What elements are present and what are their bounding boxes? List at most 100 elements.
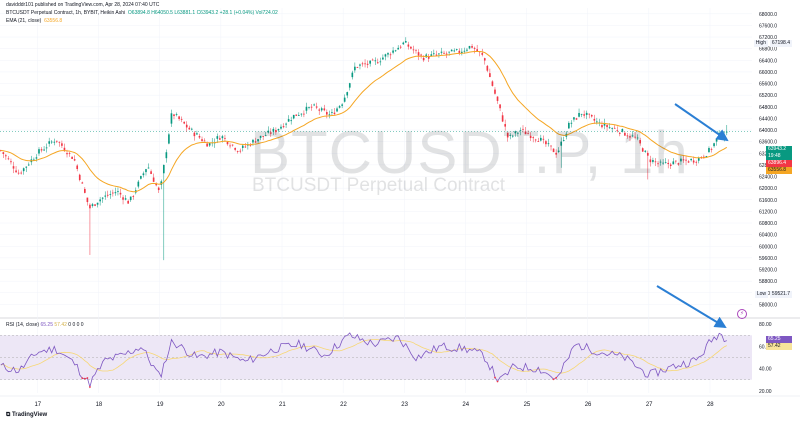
candle-body: [473, 47, 476, 49]
candle-body: [402, 42, 405, 45]
candle-body: [382, 57, 384, 60]
candle-body: [269, 132, 272, 134]
candle-body: [644, 150, 647, 152]
candle-body: [76, 165, 79, 170]
candle-body: [652, 159, 654, 162]
candle-body: [66, 153, 68, 155]
candle-body: [277, 129, 280, 131]
candle-body: [540, 137, 542, 141]
candle-body: [326, 112, 328, 115]
candle-body: [397, 47, 400, 50]
candle-body: [129, 196, 132, 201]
candle-body: [489, 73, 491, 78]
rsi-tick-label: 40.00: [759, 367, 772, 373]
lightning-icon[interactable]: ⚡: [737, 309, 747, 319]
candle-body: [537, 141, 540, 142]
candle-body: [575, 118, 578, 120]
candle-body: [168, 134, 170, 144]
price-tick-label: 59600.0: [759, 256, 777, 262]
candle-body: [160, 181, 163, 185]
candle-body: [152, 177, 155, 182]
candle-body: [91, 204, 94, 207]
candle-body: [252, 139, 254, 143]
candle-body: [338, 106, 341, 108]
price-tick-label: 60000.0: [759, 244, 777, 250]
candle-body: [710, 148, 713, 150]
candle-body: [346, 92, 349, 96]
candle-body: [323, 108, 326, 111]
candle-body: [399, 46, 402, 48]
candle-body: [267, 130, 270, 133]
candle-body: [420, 54, 422, 56]
candle-body: [145, 169, 147, 173]
ema-legend[interactable]: EMA (21, close) 63556.8: [6, 18, 62, 24]
rsi-oversold-mark: [552, 378, 555, 381]
candle-body: [351, 72, 354, 78]
price-tick-label: 66800.0: [759, 47, 777, 53]
candle-body: [318, 109, 321, 111]
candle-body: [583, 114, 585, 116]
candle-body: [109, 194, 112, 196]
rsi-legend[interactable]: RSI (14, close) 65.25 57.42 0 0 0 0: [6, 322, 84, 328]
candle-body: [410, 46, 412, 49]
candle-body: [483, 58, 486, 61]
candle-body: [703, 156, 705, 158]
price-tick-label: 64000.0: [759, 128, 777, 134]
symbol-legend[interactable]: BTCUSDT Perpetual Contract, 1h, BYBIT, H…: [6, 10, 278, 16]
tradingview-logo[interactable]: ⧉ TradingView: [6, 412, 47, 419]
candle-body: [450, 49, 453, 52]
candle-body: [697, 157, 700, 161]
candle-body: [117, 191, 119, 192]
candle-body: [155, 183, 157, 186]
candle-body: [669, 164, 672, 167]
candle-body: [61, 143, 63, 146]
candle-body: [188, 127, 191, 130]
candle-body: [262, 136, 264, 137]
candle-body: [78, 174, 81, 180]
price-tick-label: 67200.0: [759, 35, 777, 41]
price-tick-label: 67600.0: [759, 23, 777, 29]
candle-body: [359, 64, 361, 66]
candle-body: [659, 161, 662, 163]
candle-body: [573, 117, 575, 120]
candle-body: [50, 141, 53, 143]
candle-body: [308, 107, 310, 108]
annotation-arrow-rsi: [656, 285, 727, 329]
candle-body: [264, 135, 267, 137]
candle-body: [226, 141, 229, 145]
candle-body: [468, 45, 471, 49]
candle-body: [646, 152, 649, 156]
candle-body: [142, 173, 145, 176]
price-tick-label: 64800.0: [759, 105, 777, 111]
candle-body: [297, 115, 300, 116]
candle-body: [45, 147, 48, 149]
candle-body: [636, 137, 639, 139]
price-tick-label: 66400.0: [759, 58, 777, 64]
candle-body: [433, 53, 435, 55]
candle-body: [417, 52, 420, 56]
candle-body: [654, 161, 657, 163]
candle-body: [112, 192, 114, 194]
candle-body: [2, 152, 5, 154]
time-tick-label: 27: [646, 402, 653, 408]
candle-body: [5, 155, 7, 157]
candle-body: [415, 49, 417, 51]
candle-body: [333, 112, 336, 115]
candle-body: [94, 204, 96, 206]
candle-body: [114, 192, 117, 194]
time-tick-label: 25: [524, 402, 531, 408]
candle-body: [43, 149, 45, 151]
candle-body: [348, 83, 351, 88]
candle-body: [588, 113, 591, 115]
price-tick-label: 58800.0: [759, 279, 777, 285]
candle-body: [305, 106, 308, 111]
candle-body: [96, 202, 99, 205]
price-tick-label: 61200.0: [759, 209, 777, 215]
candle-body: [290, 120, 293, 122]
candle-body: [127, 200, 129, 204]
candle-body: [341, 104, 343, 106]
candle-body: [25, 166, 28, 168]
candle-body: [649, 159, 652, 163]
rsi-tick-label: 20.00: [759, 389, 772, 395]
